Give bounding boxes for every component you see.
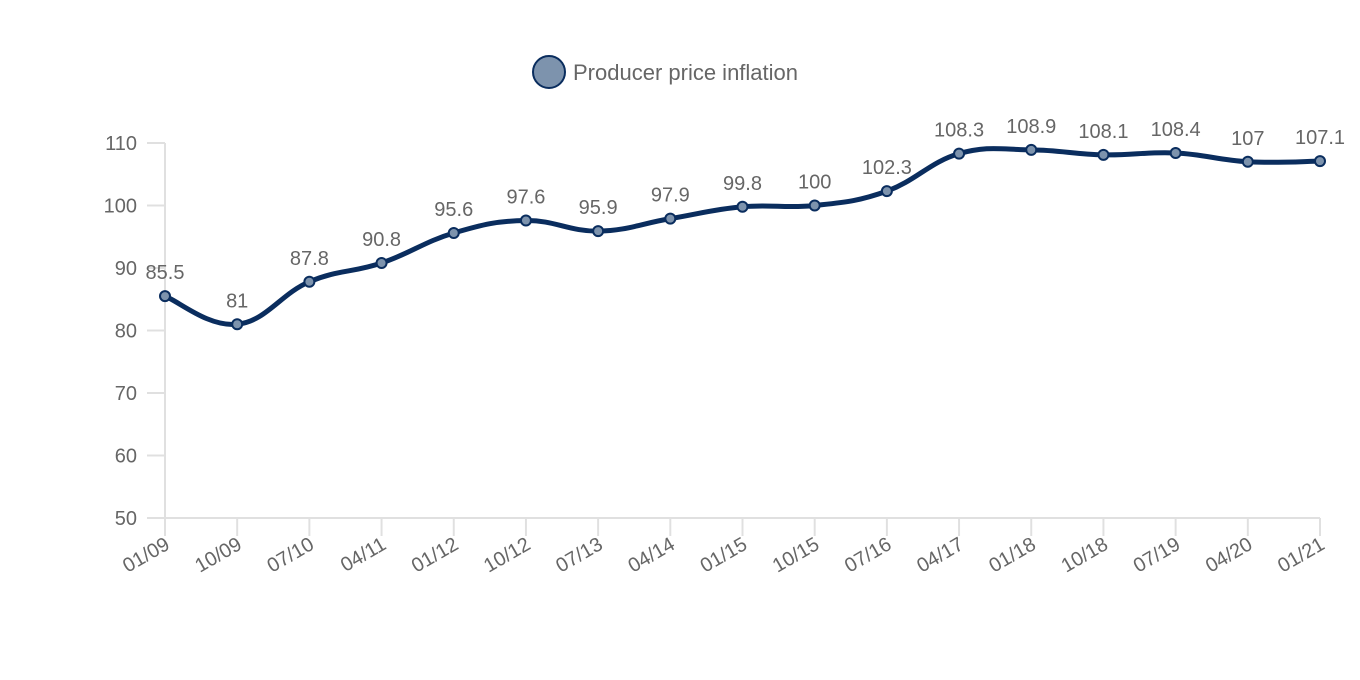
x-tick-label: 04/20 (1202, 533, 1256, 577)
legend-marker (532, 55, 566, 89)
x-tick-label: 04/17 (913, 533, 967, 577)
x-tick-label: 01/12 (408, 533, 462, 577)
data-labels: 85.5 81 87.8 90.8 95.6 97.6 95.9 97.9 99.8 100 102… (146, 116, 1346, 312)
y-tick-label: 110 (105, 133, 137, 155)
data-points (159, 143, 1326, 331)
data-point[interactable] (880, 185, 893, 198)
data-point[interactable] (1025, 143, 1038, 156)
x-tick-label: 10/12 (480, 533, 534, 577)
y-tick-label: 60 (115, 446, 137, 468)
data-point[interactable] (303, 275, 316, 288)
data-label: 97.6 (506, 187, 545, 209)
x-tick-label: 01/18 (985, 533, 1039, 577)
data-point[interactable] (1169, 147, 1182, 159)
x-tick-label: 07/13 (552, 533, 606, 577)
data-point[interactable] (953, 147, 966, 160)
x-tick-label: 07/19 (1130, 533, 1184, 577)
data-label: 95.6 (434, 199, 473, 221)
legend[interactable]: Producer price inflation (532, 55, 798, 89)
x-tick-label: 04/14 (624, 533, 678, 577)
y-tick-label: 100 (104, 196, 137, 218)
data-point[interactable] (1241, 155, 1254, 168)
x-tick-label: 01/09 (119, 533, 173, 577)
data-point[interactable] (1097, 148, 1110, 161)
data-point[interactable] (159, 290, 171, 303)
y-tick-label: 50 (115, 508, 137, 530)
legend-label: Producer price inflation (573, 60, 798, 85)
data-label: 107 (1231, 128, 1264, 150)
data-point[interactable] (375, 257, 388, 269)
x-tick-label: 01/15 (697, 533, 751, 577)
data-label: 99.8 (723, 173, 762, 195)
x-tick-label: 10/18 (1058, 533, 1112, 577)
data-label: 90.8 (362, 229, 401, 251)
data-label: 107.1 (1295, 127, 1345, 149)
y-tick-label: 70 (115, 383, 137, 405)
data-label: 85.5 (146, 262, 185, 284)
data-label: 108.4 (1151, 119, 1201, 141)
data-point[interactable] (231, 318, 244, 331)
x-tick-label: 07/10 (264, 533, 318, 577)
data-label: 81 (226, 290, 248, 312)
x-tick-label: 10/09 (191, 533, 245, 577)
x-tick-label: 01/21 (1274, 533, 1328, 577)
data-label: 108.9 (1006, 116, 1056, 138)
data-point[interactable] (447, 227, 460, 239)
data-label: 108.3 (934, 120, 984, 142)
x-tick-label: 10/15 (769, 533, 823, 577)
x-tick-label: 04/11 (337, 533, 390, 576)
data-point[interactable] (736, 200, 749, 213)
data-point[interactable] (592, 225, 605, 238)
data-label: 97.9 (651, 185, 690, 207)
y-tick-label: 80 (115, 321, 137, 343)
data-point[interactable] (808, 199, 821, 212)
data-point[interactable] (519, 214, 532, 227)
data-label: 87.8 (290, 248, 329, 270)
x-tick-label: 07/16 (841, 533, 895, 577)
data-point[interactable] (664, 212, 677, 225)
data-label: 108.1 (1078, 121, 1128, 143)
data-point[interactable] (1314, 155, 1326, 168)
data-label: 95.9 (579, 197, 618, 219)
y-axis: 50 60 70 80 90 100 110 (104, 133, 165, 530)
data-label: 102.3 (862, 157, 912, 179)
x-axis: 01/09 10/09 07/10 04/11 01/12 10/12 07/13 04/14… (119, 518, 1329, 577)
data-label: 100 (798, 172, 831, 194)
y-tick-label: 90 (115, 258, 137, 280)
axes (164, 143, 1320, 519)
